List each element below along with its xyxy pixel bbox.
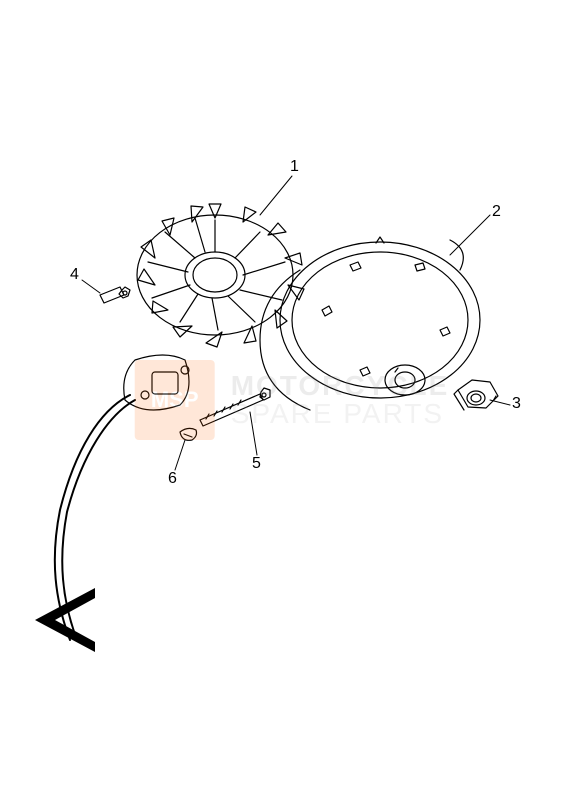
- part-key: [180, 428, 197, 440]
- diagram-canvas: 1 2 3 4 5 6 MSP MOTORCYCLE SPARE PARTS: [0, 0, 584, 800]
- callout-3: 3: [512, 395, 521, 413]
- part-bolt-long: [200, 388, 270, 426]
- callout-1: 1: [290, 158, 299, 176]
- part-stator: [137, 204, 304, 347]
- callout-5: 5: [252, 455, 261, 473]
- part-sensor-plate: [55, 355, 189, 640]
- part-bolt-short: [100, 287, 130, 303]
- callout-4: 4: [70, 266, 79, 284]
- part-nut: [454, 380, 498, 410]
- callout-2: 2: [492, 203, 501, 221]
- callout-6: 6: [168, 470, 177, 488]
- leader-lines: [82, 176, 510, 470]
- parts-illustration: [0, 0, 584, 800]
- part-rotor: [260, 237, 480, 410]
